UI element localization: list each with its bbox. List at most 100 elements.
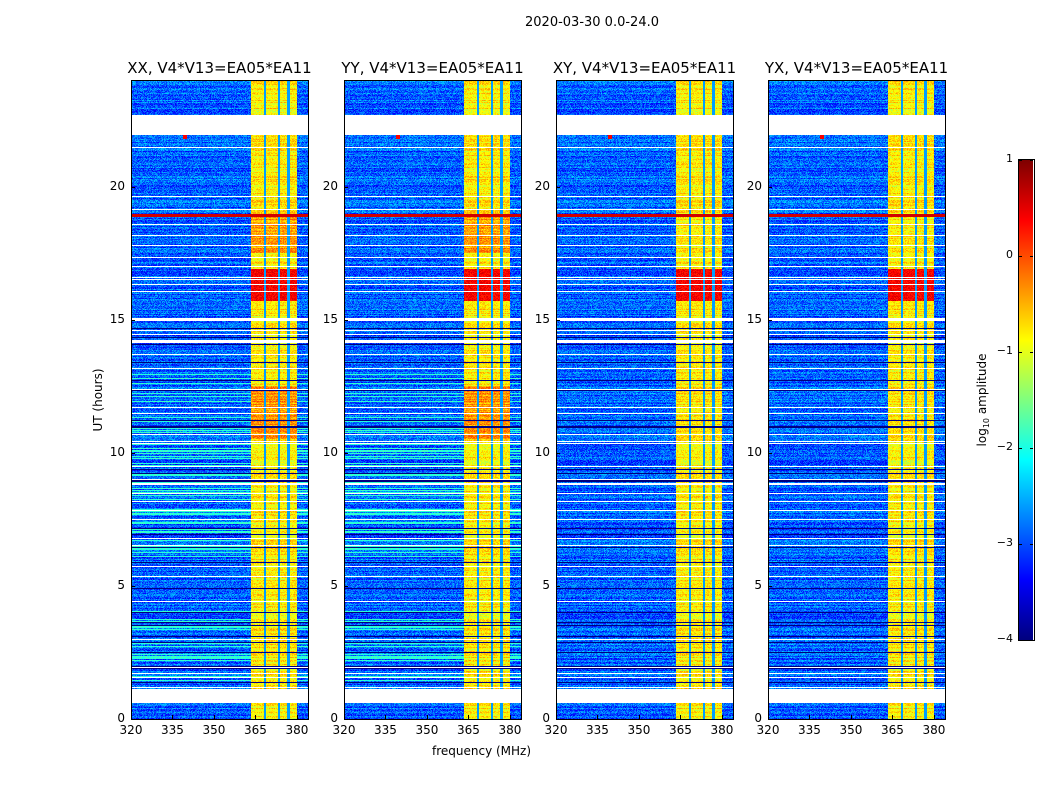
- x-tick-label: 335: [586, 723, 609, 737]
- x-tick-label: 320: [756, 723, 780, 737]
- y-axis-label: UT (hours): [91, 368, 105, 432]
- x-tick-mark: [426, 715, 428, 719]
- x-tick-mark: [933, 715, 935, 719]
- y-tick-mark: [556, 452, 560, 454]
- y-tick-mark: [768, 585, 772, 587]
- y-tick-mark: [131, 585, 135, 587]
- y-tick-mark: [556, 319, 560, 321]
- y-tick-label: 5: [542, 577, 550, 592]
- x-tick-label: 380: [285, 723, 309, 737]
- x-tick-mark: [131, 715, 132, 719]
- colorbar-tick-mark: [1030, 544, 1033, 545]
- y-tick-mark: [344, 585, 348, 587]
- y-tick-mark: [344, 186, 348, 188]
- x-tick-label: 320: [544, 723, 568, 737]
- colorbar-tick-mark: [1030, 640, 1033, 641]
- x-tick-mark: [344, 715, 345, 719]
- x-tick-mark: [468, 715, 470, 719]
- x-tick-mark: [172, 715, 174, 719]
- x-tick-mark: [556, 715, 557, 719]
- panel-title: YX, V4*V13=EA05*EA11: [764, 59, 949, 77]
- y-tick-label: 10: [746, 444, 762, 459]
- x-tick-mark: [597, 715, 599, 719]
- x-tick-label: 365: [669, 723, 692, 737]
- y-tick-mark: [768, 186, 772, 188]
- x-tick-label: 350: [627, 723, 651, 737]
- y-tick-mark: [344, 719, 348, 720]
- x-tick-label: 380: [710, 723, 734, 737]
- x-tick-label: 350: [839, 723, 863, 737]
- y-tick-label: 0: [117, 711, 125, 725]
- colorbar-tick-label: −3: [996, 536, 1013, 549]
- y-tick-label: 20: [746, 178, 762, 193]
- y-tick-label: 0: [330, 711, 338, 725]
- colorbar-tick-mark: [1019, 544, 1022, 545]
- y-tick-label: 5: [754, 577, 762, 592]
- y-tick-mark: [556, 719, 560, 720]
- x-tick-label: 350: [415, 723, 439, 737]
- colorbar-tick-mark: [1019, 352, 1022, 353]
- y-tick-label: 15: [109, 311, 125, 326]
- y-tick-mark: [131, 452, 135, 454]
- x-tick-label: 365: [457, 723, 480, 737]
- y-tick-mark: [556, 585, 560, 587]
- x-tick-label: 320: [332, 723, 356, 737]
- x-tick-label: 380: [498, 723, 522, 737]
- colorbar-tick-mark: [1019, 160, 1022, 161]
- colorbar-gradient: [1019, 160, 1033, 640]
- y-tick-label: 5: [117, 577, 125, 592]
- heatmap-yx: [768, 80, 945, 719]
- y-tick-label: 10: [534, 444, 550, 459]
- y-tick-label: 10: [322, 444, 338, 459]
- y-tick-mark: [131, 319, 135, 321]
- x-tick-mark: [638, 715, 640, 719]
- colorbar-tick-mark: [1030, 160, 1033, 161]
- x-tick-label: 380: [922, 723, 946, 737]
- colorbar-tick-mark: [1030, 256, 1033, 257]
- x-tick-label: 335: [798, 723, 821, 737]
- figure-title: 2020-03-30 0.0-24.0: [525, 15, 659, 30]
- colorbar-tick-mark: [1030, 448, 1033, 449]
- colorbar-tick-label: 1: [1006, 152, 1013, 165]
- x-tick-mark: [509, 715, 511, 719]
- x-tick-mark: [255, 715, 257, 719]
- y-tick-mark: [556, 186, 560, 188]
- colorbar-tick-label: 0: [1006, 248, 1013, 261]
- x-tick-mark: [296, 715, 298, 719]
- colorbar-tick-mark: [1019, 256, 1022, 257]
- x-tick-label: 335: [161, 723, 184, 737]
- x-tick-mark: [721, 715, 723, 719]
- y-tick-mark: [131, 186, 135, 188]
- y-tick-label: 5: [330, 577, 338, 592]
- x-tick-mark: [850, 715, 852, 719]
- x-tick-label: 335: [374, 723, 397, 737]
- panel-title: XX, V4*V13=EA05*EA11: [127, 59, 312, 77]
- y-tick-mark: [131, 719, 135, 720]
- x-tick-label: 350: [202, 723, 226, 737]
- x-tick-label: 365: [244, 723, 267, 737]
- colorbar-tick-mark: [1019, 640, 1022, 641]
- x-tick-mark: [809, 715, 811, 719]
- x-tick-mark: [892, 715, 894, 719]
- y-tick-label: 20: [322, 178, 338, 193]
- panel-title: YY, V4*V13=EA05*EA11: [341, 59, 524, 77]
- heatmap-yy: [344, 80, 521, 719]
- y-tick-label: 15: [534, 311, 550, 326]
- colorbar-tick-mark: [1030, 352, 1033, 353]
- colorbar-tick-label: −2: [996, 440, 1013, 453]
- x-tick-label: 320: [119, 723, 143, 737]
- heatmap-xy: [556, 80, 733, 719]
- panel-title: XY, V4*V13=EA05*EA11: [552, 59, 737, 77]
- y-tick-label: 20: [534, 178, 550, 193]
- y-tick-label: 15: [322, 311, 338, 326]
- colorbar-tick-mark: [1019, 448, 1022, 449]
- y-tick-mark: [768, 719, 772, 720]
- x-tick-mark: [680, 715, 682, 719]
- x-axis-label: frequency (MHz): [432, 744, 532, 758]
- x-tick-mark: [385, 715, 387, 719]
- y-tick-mark: [344, 452, 348, 454]
- colorbar-label: log10 amplitude: [974, 353, 992, 447]
- y-tick-mark: [768, 452, 772, 454]
- x-tick-mark: [213, 715, 215, 719]
